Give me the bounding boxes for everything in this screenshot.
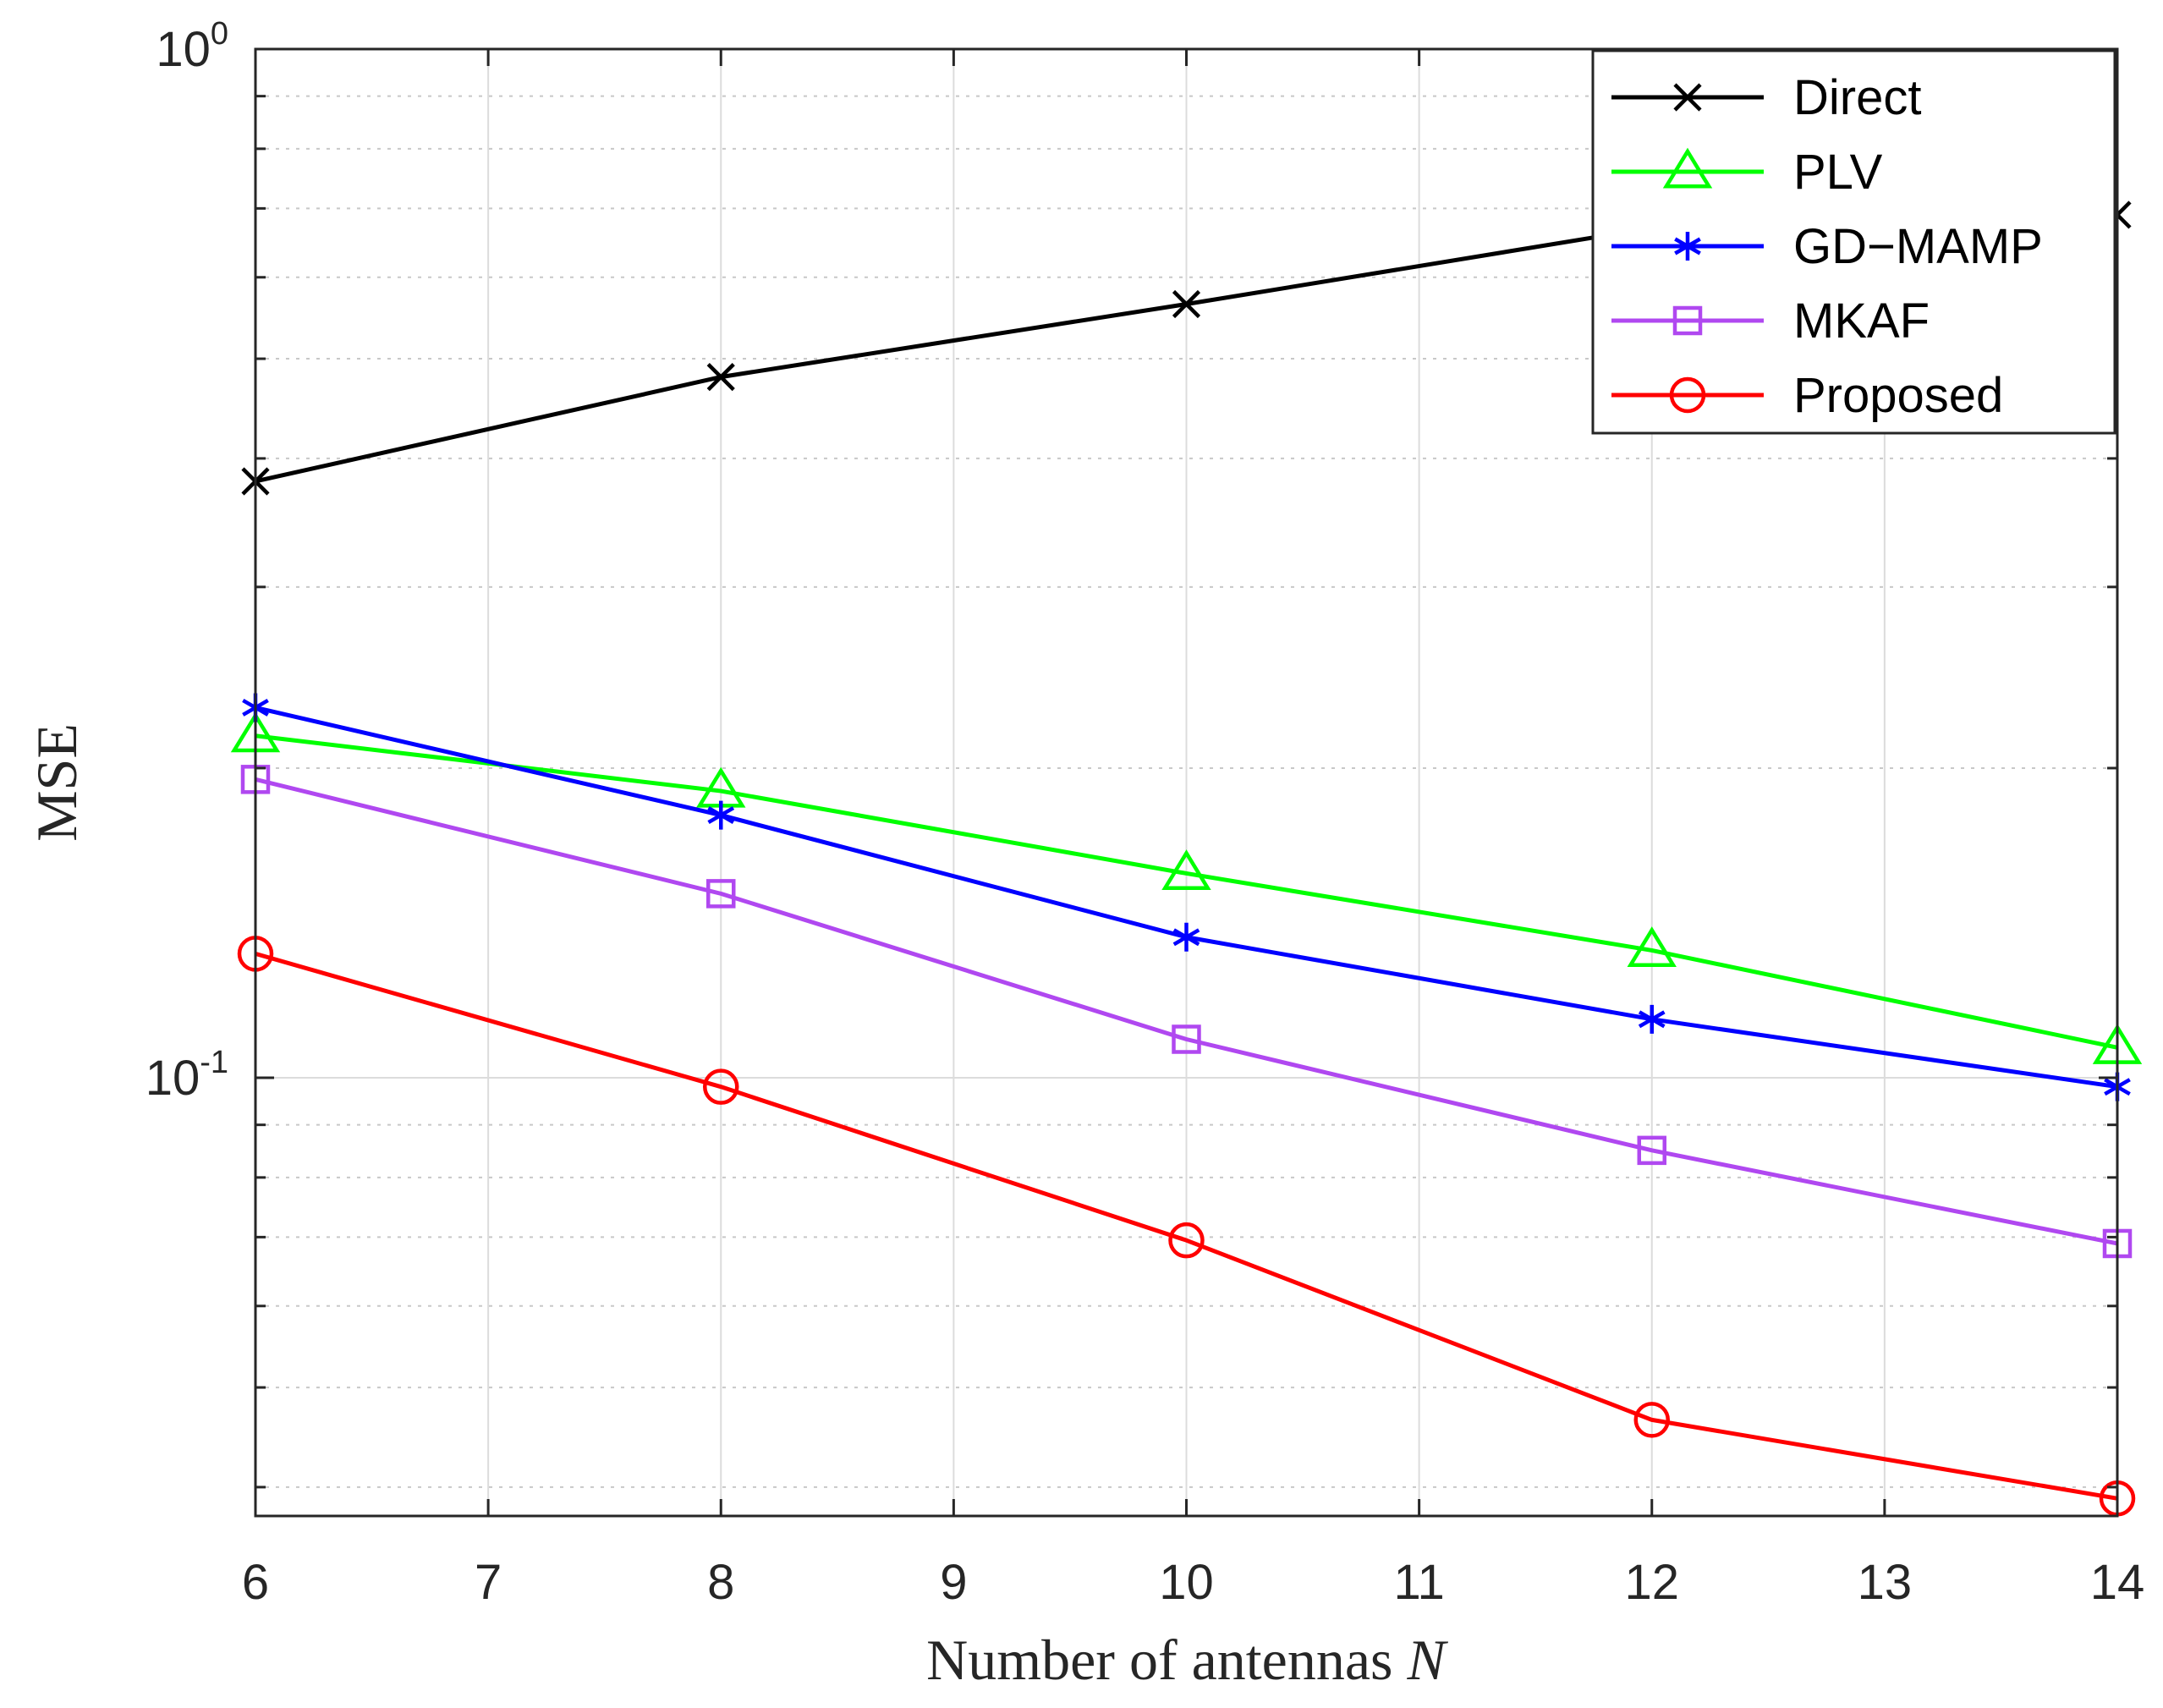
series-proposed (237, 936, 2136, 1517)
data-point-marker (1172, 1024, 1201, 1054)
legend-marker (1662, 147, 1713, 189)
legend-marker (1673, 83, 1702, 112)
x-ticks: 6 7 8 9 10 11 12 13 14 (242, 49, 2144, 1610)
x-tick-label: 14 (2090, 1555, 2145, 1610)
x-tick-label: 7 (475, 1555, 502, 1610)
x-tick-label: 6 (242, 1555, 269, 1610)
y-tick-base: 10 (156, 22, 211, 77)
y-tick-exponent: -1 (200, 1045, 228, 1080)
series-line (255, 777, 2118, 1246)
series-line (255, 733, 2118, 1050)
data-point-marker (1637, 1135, 1666, 1166)
y-axis-title: MSE (25, 723, 89, 842)
data-point-marker (1172, 289, 1201, 319)
legend-marker (1672, 305, 1703, 336)
y-tick-base: 10 (145, 1051, 200, 1106)
legend-entry: Direct (1611, 70, 1921, 125)
data-point-marker (1627, 926, 1677, 967)
y-tick-label: 10-1 (145, 1045, 228, 1106)
legend-entry: MKAF (1611, 294, 1930, 349)
legend-entry: GD−MAMP (1611, 219, 2043, 274)
x-tick-label: 13 (1858, 1555, 1913, 1610)
legend-label: Proposed (1793, 368, 2003, 423)
data-point-marker (1168, 1222, 1205, 1259)
legend: Direct PLV GD−MAMP MKAF Proposed (1591, 49, 2116, 435)
x-tick-label: 9 (940, 1555, 967, 1610)
y-tick-label: 100 (156, 16, 228, 77)
legend-label: PLV (1793, 145, 1883, 200)
x-tick-label: 10 (1159, 1555, 1214, 1610)
series-mkaf (240, 765, 2133, 1259)
legend-marker (1674, 232, 1701, 261)
legend-entry: Proposed (1611, 368, 2003, 423)
legend-label: Direct (1793, 70, 1921, 125)
data-point-marker (1633, 1402, 1670, 1438)
x-axis-title: Number of antennas N (926, 1628, 1448, 1692)
data-point-marker (706, 363, 735, 392)
data-point-marker (707, 800, 735, 830)
legend-label: GD−MAMP (1793, 219, 2043, 274)
series-line (255, 951, 2118, 1501)
legend-entry: PLV (1611, 145, 1883, 200)
data-point-marker (706, 879, 736, 909)
y-tick-exponent: 0 (211, 16, 228, 52)
x-tick-label: 12 (1624, 1555, 1679, 1610)
legend-marker (1669, 376, 1706, 414)
legend-label: MKAF (1793, 294, 1930, 349)
data-point-marker (703, 1068, 739, 1105)
data-point-marker (1172, 922, 1200, 952)
x-tick-label: 11 (1394, 1555, 1445, 1610)
x-tick-label: 8 (707, 1555, 734, 1610)
data-point-marker (1638, 1004, 1666, 1034)
data-point-marker (1161, 849, 1211, 890)
